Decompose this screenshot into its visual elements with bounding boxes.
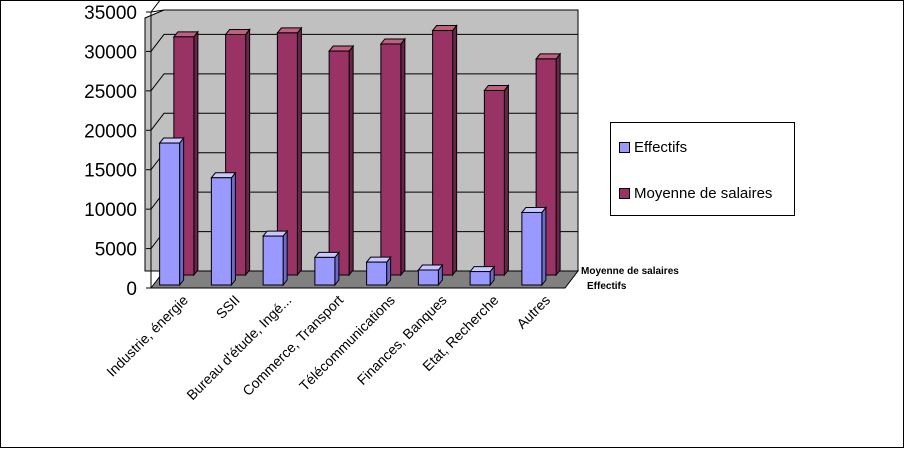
bar-side <box>348 44 354 277</box>
bar-side <box>230 171 236 287</box>
bar-top <box>262 230 289 237</box>
bar-effectifs-telecommunications <box>365 255 392 287</box>
legend-swatch-effectifs <box>619 142 630 153</box>
bar-top <box>210 172 237 179</box>
bar-top <box>313 251 340 258</box>
bar-front <box>432 30 454 276</box>
x-tick-label-finances-banques: Finances, Banques <box>354 292 450 388</box>
bar-side <box>400 37 406 277</box>
y-tick-label-35000: 35000 <box>84 3 137 24</box>
bar-side <box>541 206 547 287</box>
bar-moyenne-de-salaires-telecommunications <box>379 37 406 277</box>
bar-top <box>535 53 562 60</box>
bar-top <box>158 137 185 144</box>
x-tick-label-telecommunications: Télécommunications <box>296 292 398 394</box>
y-tick-label-25000: 25000 <box>84 82 137 103</box>
bars <box>158 24 562 287</box>
bar-top <box>224 28 251 35</box>
bar-side <box>282 229 288 287</box>
bar-effectifs-etat-recherche <box>469 265 496 287</box>
bar-top <box>365 256 392 263</box>
bar-top <box>469 266 496 273</box>
bar-front <box>328 50 350 276</box>
legend-swatch-moyenne-de-salaires <box>619 188 630 199</box>
legend-label-moyenne-de-salaires: Moyenne de salaires <box>634 185 773 202</box>
bar-effectifs-autres <box>520 206 547 287</box>
bar-front <box>314 256 336 286</box>
x-tick-label-commerce-transport: Commerce, Transport <box>239 292 346 399</box>
y-tick-label-20000: 20000 <box>84 121 137 142</box>
bar-front <box>262 235 284 286</box>
bar-front <box>417 269 439 286</box>
bar-effectifs-finances-banques <box>417 263 444 287</box>
x-tick-label-ssii: SSII <box>213 292 243 322</box>
depth-label-moyenne-de-salaires: Moyenne de salaires <box>581 266 679 277</box>
bar-side <box>179 136 185 287</box>
bar-front <box>521 211 543 286</box>
bar-top <box>328 45 355 52</box>
y-tick-label-10000: 10000 <box>84 200 137 221</box>
bar-top <box>172 31 199 38</box>
depth-label-effectifs: Effectifs <box>587 281 627 292</box>
wall-top-edge <box>150 9 165 13</box>
bar-effectifs-ssii <box>210 171 237 287</box>
bar-side <box>555 52 561 277</box>
legend: Effectifs Moyenne de salaires <box>610 122 795 216</box>
bar-top <box>379 38 406 45</box>
bar-top <box>431 25 458 32</box>
y-tick-label-15000: 15000 <box>84 161 137 182</box>
bar-effectifs-commerce-transport <box>313 250 340 287</box>
grid-line <box>150 0 161 13</box>
bar-side <box>296 26 302 277</box>
bar-front <box>210 177 232 286</box>
bar-top <box>417 264 444 271</box>
x-tick-label-industrie-energie: Industrie, énergie <box>103 292 191 380</box>
x-tick-label-autres: Autres <box>513 292 553 332</box>
y-axis: 0 5000 10000 15000 20000 25000 30000 35000 <box>84 3 151 300</box>
x-tick-label-bureau-d-etude-inge: Bureau d'étude, Ingé... <box>183 292 294 403</box>
bar-moyenne-de-salaires-commerce-transport <box>328 44 355 277</box>
depth-axis-labels: Moyenne de salaires Effectifs <box>581 266 679 292</box>
bar-front <box>483 89 505 276</box>
bar-top <box>483 84 510 91</box>
bar-front <box>469 271 491 286</box>
bar-front <box>380 43 402 276</box>
bar-side <box>193 30 199 277</box>
legend-label-effectifs: Effectifs <box>634 139 688 156</box>
bar-moyenne-de-salaires-finances-banques <box>431 24 458 277</box>
y-tick-label-30000: 30000 <box>84 42 137 63</box>
bar-effectifs-industrie-energie <box>158 136 185 287</box>
y-tick-label-5000: 5000 <box>95 240 137 261</box>
bar-front <box>159 142 181 286</box>
bar-moyenne-de-salaires-etat-recherche <box>483 84 510 277</box>
bar-front <box>366 261 388 286</box>
bar-moyenne-de-salaires-bureau-d-etude-inge <box>276 26 303 277</box>
bar-top <box>276 27 303 34</box>
bar-side <box>452 24 458 277</box>
bar-side <box>503 84 509 277</box>
bar-effectifs-bureau-d-etude-inge <box>262 229 289 287</box>
bar-side <box>245 28 251 277</box>
y-tick-label-0: 0 <box>126 279 137 300</box>
bar-top <box>520 206 547 213</box>
